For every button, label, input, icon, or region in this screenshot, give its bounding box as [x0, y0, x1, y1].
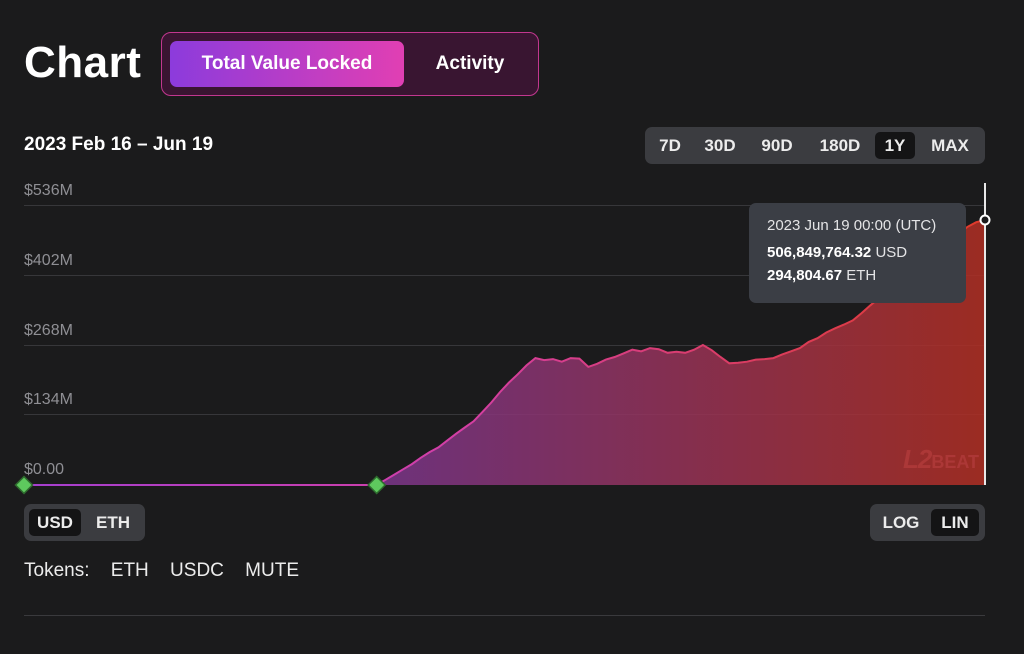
tvl-area	[24, 220, 985, 485]
gridline	[24, 275, 985, 276]
tab-total-value-locked[interactable]: Total Value Locked	[170, 41, 404, 87]
gridline	[24, 205, 985, 206]
y-tick-label: $268M	[24, 322, 73, 339]
gridline	[24, 345, 985, 346]
range-7d-button[interactable]: 7D	[659, 136, 681, 155]
range-180d-button[interactable]: 180D	[819, 136, 861, 155]
time-range-selector: 7D 30D 90D 180D 1Y MAX	[645, 127, 985, 164]
hover-point	[979, 214, 991, 226]
tooltip-usd-unit: USD	[875, 244, 908, 261]
scale-toggle: LOG LIN	[870, 504, 985, 541]
eth-button[interactable]: ETH	[96, 513, 130, 532]
tooltip-eth-value: 294,804.67	[767, 267, 843, 284]
tooltip-eth: 294,804.67 ETH	[767, 267, 948, 284]
range-30d-button[interactable]: 30D	[704, 136, 736, 155]
event-marker[interactable]	[367, 475, 387, 495]
token-eth[interactable]: ETH	[110, 560, 149, 581]
tooltip-date: 2023 Jun 19 00:00 (UTC)	[767, 217, 937, 234]
log-scale-button[interactable]: LOG	[882, 513, 920, 532]
tooltip-eth-unit: ETH	[846, 267, 877, 284]
tokens-row: Tokens: ETH USDC MUTE	[24, 560, 315, 582]
usd-button[interactable]: USD	[29, 509, 81, 536]
tab-activity[interactable]: Activity	[435, 53, 505, 74]
token-usdc[interactable]: USDC	[170, 560, 224, 581]
y-tick-label: $402M	[24, 252, 73, 269]
divider	[24, 615, 985, 616]
range-1y-button[interactable]: 1Y	[875, 132, 915, 159]
currency-toggle: USD ETH	[24, 504, 145, 541]
y-tick-label: $0.00	[24, 461, 65, 478]
chart-type-tabs: Total Value Locked Activity	[161, 32, 539, 96]
range-max-button[interactable]: MAX	[931, 136, 969, 155]
range-90d-button[interactable]: 90D	[761, 136, 793, 155]
date-range-label: 2023 Feb 16 – Jun 19	[24, 134, 214, 155]
tvl-line	[24, 219, 986, 486]
tokens-label: Tokens:	[24, 560, 90, 581]
y-tick-label: $134M	[24, 391, 73, 408]
token-mute[interactable]: MUTE	[245, 560, 299, 581]
y-tick-label: $536M	[24, 182, 73, 199]
page-title: Chart	[24, 38, 142, 87]
lin-scale-button[interactable]: LIN	[931, 509, 979, 536]
chart-tooltip: 2023 Jun 19 00:00 (UTC) 506,849,764.32 U…	[749, 203, 966, 303]
tooltip-usd-value: 506,849,764.32	[767, 244, 872, 261]
event-marker[interactable]	[14, 475, 34, 495]
l2beat-watermark-logo: L2BEAT	[903, 444, 980, 474]
tooltip-usd: 506,849,764.32 USD	[767, 244, 948, 261]
